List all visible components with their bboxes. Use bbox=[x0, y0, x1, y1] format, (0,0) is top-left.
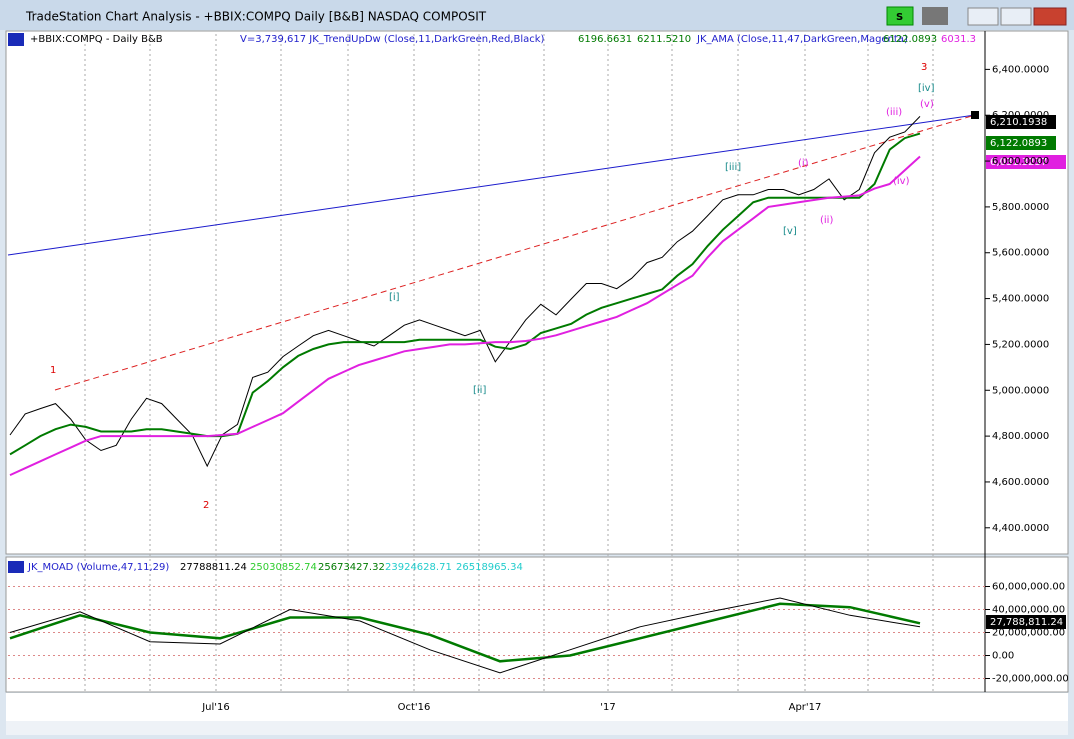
date-axis bbox=[6, 693, 1068, 721]
symbol-icon bbox=[8, 33, 24, 46]
symbol: +BBIX:COMPQ - Daily B&B bbox=[30, 34, 163, 45]
wave-label: [v] bbox=[783, 226, 797, 237]
y-tick-label: 60,000,000.00 bbox=[992, 582, 1065, 593]
series-line bbox=[9, 597, 921, 674]
date-label: Jul'16 bbox=[201, 702, 230, 713]
button-s[interactable] bbox=[886, 6, 914, 26]
wave-labels: 1 2 3 [i] [ii] [iii] [iv] [v] (i) (ii) (… bbox=[50, 62, 935, 511]
scrollbar[interactable] bbox=[6, 721, 1068, 735]
price-tag-label: 6,031.3237 bbox=[990, 157, 1047, 168]
y-tick-label: 5,800.0000 bbox=[992, 202, 1049, 213]
series-line bbox=[9, 116, 921, 468]
y-tick-label: 5,600.0000 bbox=[992, 248, 1049, 259]
trendline bbox=[7, 114, 976, 256]
date-label: Oct'16 bbox=[398, 702, 431, 713]
y-tick-label: 4,600.0000 bbox=[992, 477, 1049, 488]
price-tag bbox=[986, 136, 1056, 150]
volume-tag-label: 27,788,811.24 bbox=[990, 617, 1063, 628]
y-tick-label: 6,200.0000 bbox=[992, 110, 1049, 121]
indicator-icon bbox=[8, 561, 24, 573]
date-label: '17 bbox=[600, 702, 615, 713]
wave-label: [iv] bbox=[918, 83, 935, 94]
y-tick-label: 0.00 bbox=[992, 651, 1014, 662]
value: 26518965.34 bbox=[456, 562, 523, 573]
window-title: TradeStation Chart Analysis - +BBIX:COMP… bbox=[25, 10, 487, 24]
price-panel bbox=[5, 30, 1069, 555]
wave-label: [iii] bbox=[725, 162, 741, 173]
wave-label: (ii) bbox=[820, 215, 833, 226]
indicator: V=3,739,617 JK_TrendUpDw (Close,11,DarkG… bbox=[240, 34, 545, 45]
wave-label: [ii] bbox=[473, 385, 486, 396]
value: 6031.3 bbox=[941, 34, 976, 45]
trendline-handle bbox=[971, 111, 979, 119]
y-tick-label: -20,000,000.00 bbox=[992, 674, 1069, 685]
series-line bbox=[9, 602, 921, 663]
y-tick-label: 5,200.0000 bbox=[992, 339, 1049, 350]
y-tick-label: 5,000.0000 bbox=[992, 385, 1049, 396]
date-label: Apr'17 bbox=[789, 702, 822, 713]
wave-label: (i) bbox=[798, 158, 809, 169]
y-tick-label: 6,400.0000 bbox=[992, 64, 1049, 75]
y-tick-label: 4,400.0000 bbox=[992, 523, 1049, 534]
y-tick-label: 4,800.0000 bbox=[992, 431, 1049, 442]
value: 6211.5210 bbox=[637, 34, 691, 45]
button-i[interactable] bbox=[922, 7, 948, 25]
price-tag bbox=[986, 155, 1066, 169]
value: 25030852.74 bbox=[250, 562, 317, 573]
minimize[interactable] bbox=[967, 7, 999, 26]
wave-label: (iv) bbox=[893, 176, 910, 187]
value: 23924628.71 bbox=[385, 562, 452, 573]
value: 27788811.24 bbox=[180, 562, 247, 573]
wave-label: 2 bbox=[203, 500, 209, 511]
price-tag-label: 6,210.1938 bbox=[990, 117, 1047, 128]
y-tick-label: 20,000,000.00 bbox=[992, 628, 1065, 639]
y-tick-label: 6,000.0000 bbox=[992, 156, 1049, 167]
wave-label: (v) bbox=[920, 99, 934, 110]
price-tag bbox=[986, 115, 1056, 129]
y-tick-label: 5,400.0000 bbox=[992, 294, 1049, 305]
series-line bbox=[9, 132, 921, 456]
volume-tag bbox=[986, 615, 1066, 629]
volume-panel bbox=[5, 556, 1069, 693]
value: 6196.6631 bbox=[578, 34, 632, 45]
value: 25673427.32 bbox=[318, 562, 385, 573]
maximize[interactable] bbox=[1000, 7, 1032, 26]
value: 6122.0893 bbox=[883, 34, 937, 45]
wave-label: (iii) bbox=[886, 107, 902, 118]
wave-label: 1 bbox=[50, 365, 56, 376]
indicator: JK_AMA (Close,11,47,DarkGreen,Magenta) bbox=[696, 34, 908, 45]
series-line bbox=[9, 155, 921, 477]
close[interactable] bbox=[1033, 7, 1067, 26]
indicator: JK_MOAD (Volume,47,11,29) bbox=[27, 562, 169, 573]
wave-label: [i] bbox=[389, 292, 400, 303]
trendline bbox=[54, 114, 976, 391]
price-tag-label: 6,122.0893 bbox=[990, 138, 1047, 149]
y-tick-label: 40,000,000.00 bbox=[992, 605, 1065, 616]
button-s-label: S bbox=[896, 12, 903, 23]
wave-label: 3 bbox=[921, 62, 927, 73]
